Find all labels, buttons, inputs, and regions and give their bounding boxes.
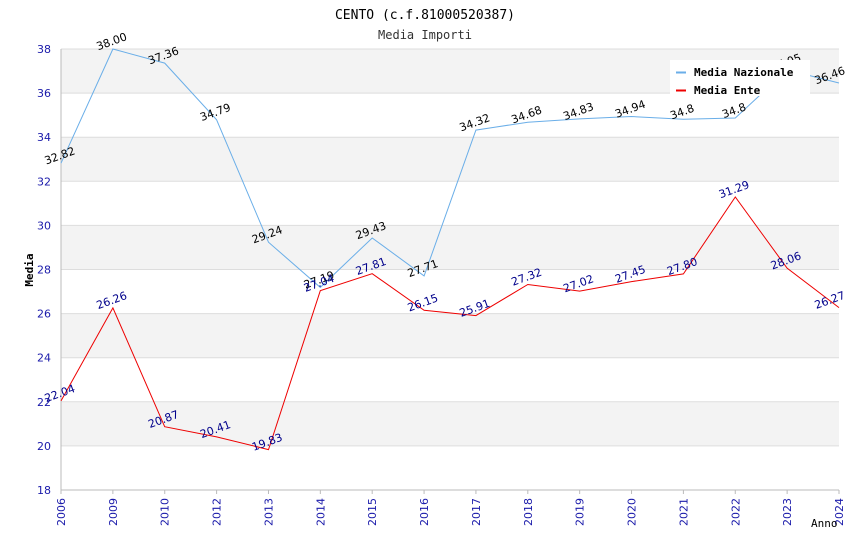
x-tick-label: 2022 (729, 498, 742, 526)
series-line-media-ente (60, 196, 840, 451)
y-tick-label: 22 (37, 396, 51, 409)
x-tick-labels: 2006 2009 2010 2012 2013 2014 2015 2016 2017 2018… (55, 498, 846, 526)
plot-band (61, 225, 839, 270)
plot-band (61, 93, 839, 138)
y-tick-label: 38 (37, 43, 51, 56)
legend: Media Nazionale Media Ente (670, 60, 810, 97)
legend-label-ente: Media Ente (694, 84, 761, 97)
y-tick-label: 36 (37, 87, 51, 100)
y-tick-label: 26 (37, 308, 51, 321)
x-tick-label: 2019 (574, 498, 587, 526)
x-tick-label: 2010 (159, 498, 172, 526)
x-tick-label: 2021 (677, 498, 690, 526)
series-lines (60, 48, 840, 451)
x-tick-label: 2013 (262, 498, 275, 526)
x-tick-label: 2014 (314, 498, 327, 526)
y-tick-label: 18 (37, 484, 51, 497)
x-tick-label: 2024 (833, 498, 846, 526)
y-tick-labels: 18 20 22 24 26 28 30 32 34 36 38 (37, 43, 51, 497)
y-tick-label: 24 (37, 352, 51, 365)
x-tick-label: 2018 (522, 498, 535, 526)
y-tick-label: 20 (37, 440, 51, 453)
plot-bands (61, 49, 839, 490)
x-tick-label: 2020 (626, 498, 639, 526)
x-tick-label: 2016 (418, 498, 431, 526)
legend-box (670, 60, 810, 96)
y-tick-label: 32 (37, 175, 51, 188)
x-tick-label: 2009 (107, 498, 120, 526)
x-tick-label: 2006 (55, 498, 68, 526)
y-axis-label: Media (23, 253, 36, 286)
x-axis-label: Anno (811, 517, 838, 530)
x-tick-label: 2012 (211, 498, 224, 526)
chart-title: CENTO (c.f.81000520387) (335, 8, 515, 23)
x-tick-label: 2017 (470, 498, 483, 526)
plot-band (61, 401, 839, 446)
chart-subtitle: Media Importi (378, 28, 472, 42)
axes (60, 49, 840, 494)
x-tick-label: 2015 (366, 498, 379, 526)
legend-label-nazionale: Media Nazionale (694, 66, 794, 79)
y-tick-label: 28 (37, 264, 51, 277)
y-tick-label: 34 (37, 131, 51, 144)
series-line-media-nazionale (60, 48, 840, 289)
y-tick-label: 30 (37, 219, 51, 232)
plot-band (61, 137, 839, 182)
plot-band (61, 269, 839, 314)
plot-band (61, 357, 839, 402)
plot-band (61, 313, 839, 358)
x-tick-label: 2023 (781, 498, 794, 526)
plot-band (61, 445, 839, 490)
